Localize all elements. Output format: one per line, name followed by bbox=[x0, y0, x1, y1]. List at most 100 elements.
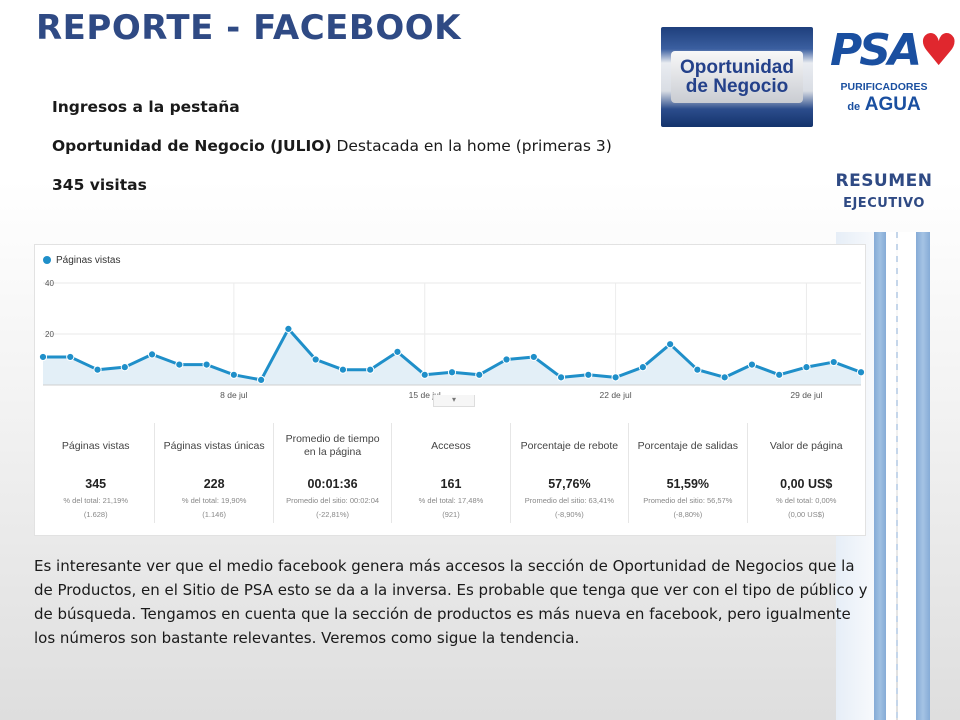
metric-comparison: Promedio del sitio: 63,41% bbox=[524, 496, 614, 505]
data-point bbox=[202, 360, 211, 369]
y-tick-label: 40 bbox=[45, 279, 54, 288]
x-tick-label: 22 de jul bbox=[600, 390, 632, 400]
data-point bbox=[338, 365, 348, 374]
metric-value: 00:01:36 bbox=[307, 477, 358, 491]
oportunidad-logo-line1: Oportunidad bbox=[680, 57, 794, 78]
data-point bbox=[856, 368, 866, 377]
oportunidad-logo-line2: de Negocio bbox=[685, 76, 789, 97]
metric-reference: (1.146) bbox=[202, 510, 227, 519]
metric-comparison: % del total: 19,90% bbox=[181, 496, 247, 505]
metric-label: Porcentaje de salidas bbox=[637, 439, 739, 452]
data-point bbox=[120, 363, 129, 372]
data-point bbox=[66, 352, 75, 362]
metric-value: 161 bbox=[440, 477, 462, 491]
metric-card: Páginas vistas únicas 228 % del total: 19,… bbox=[155, 423, 274, 523]
metric-card: Porcentaje de rebote 57,76% Promedio del s… bbox=[511, 423, 630, 523]
metric-card: Promedio de tiempo en la página 00:01:36 P… bbox=[274, 423, 393, 523]
metric-label: Páginas vistas bbox=[61, 439, 130, 452]
metric-reference: (-8,90%) bbox=[555, 510, 584, 519]
metric-comparison: Promedio del sitio: 00:02:04 bbox=[286, 496, 380, 505]
page-title: REPORTE - FACEBOOK bbox=[36, 8, 461, 48]
pageviews-chart: 40 20 8 de jul 15 de jul 22 de jul 29 de jul bbox=[38, 279, 866, 400]
data-point bbox=[529, 352, 538, 362]
metric-reference: (921) bbox=[442, 510, 460, 519]
data-point bbox=[420, 370, 429, 379]
data-point bbox=[747, 360, 757, 369]
data-point bbox=[393, 347, 402, 356]
metric-reference: (-8,80%) bbox=[673, 510, 703, 519]
data-point bbox=[666, 340, 675, 349]
data-point bbox=[147, 350, 157, 359]
intro-line-visits: 345 visitas bbox=[52, 176, 147, 194]
psa-logo-tagline2: de AGUA bbox=[830, 94, 938, 118]
analysis-paragraph: Es interesante ver que el medio facebook… bbox=[34, 557, 868, 647]
metric-comparison: % del total: 21,19% bbox=[63, 496, 129, 505]
data-point bbox=[584, 370, 593, 379]
intro-section-name: Oportunidad de Negocio (JULIO) bbox=[52, 137, 332, 155]
metric-card: Páginas vistas 345 % del total: 21,19% (1.6… bbox=[37, 423, 156, 523]
data-point bbox=[693, 365, 702, 374]
data-point bbox=[502, 355, 511, 364]
data-point bbox=[720, 373, 729, 382]
psa-logo: PSA♥ PURIFICADORES de AGUA bbox=[830, 25, 958, 138]
executive-summary-label: RESUMEN EJECUTIVO bbox=[826, 170, 942, 216]
intro-section-detail: Destacada en la home (primeras 3) bbox=[331, 137, 612, 155]
metric-reference: (-22,81%) bbox=[316, 510, 350, 519]
x-tick-label: 29 de jul bbox=[790, 390, 822, 400]
chart-legend: Páginas vistas bbox=[43, 255, 120, 266]
metric-comparison: % del total: 17,48% bbox=[418, 496, 484, 505]
data-point bbox=[775, 370, 784, 379]
data-point bbox=[556, 373, 566, 382]
data-point bbox=[175, 360, 184, 369]
metric-card: Valor de página 0,00 US$ % del total: 0,00… bbox=[748, 423, 865, 523]
data-point bbox=[366, 365, 375, 374]
metrics-row: Páginas vistas 345 % del total: 21,19% (1.6… bbox=[37, 423, 865, 523]
intro-block: Ingresos a la pestaña Oportunidad de Neg… bbox=[52, 96, 612, 213]
analytics-panel: Páginas vistas 40 20 8 de jul 15 de jul 22 d… bbox=[34, 244, 866, 536]
oportunidad-de-negocio-logo: Oportunidad de Negocio bbox=[661, 27, 813, 127]
x-tick-label: 8 de jul bbox=[220, 390, 248, 400]
metric-comparison: Promedio del sitio: 56,57% bbox=[643, 496, 733, 505]
data-point bbox=[93, 365, 102, 374]
metric-value: 51,59% bbox=[666, 477, 710, 491]
intro-line-section: Oportunidad de Negocio (JULIO) Destacada… bbox=[52, 135, 612, 157]
metric-label: Promedio de tiempo en la página bbox=[285, 433, 380, 458]
data-point bbox=[829, 357, 838, 367]
y-tick-label: 20 bbox=[45, 330, 54, 339]
metric-value: 0,00 US$ bbox=[780, 477, 833, 491]
metric-label: Accesos bbox=[431, 439, 471, 452]
oportunidad-logo-plate: Oportunidad de Negocio bbox=[671, 51, 803, 103]
data-point bbox=[311, 355, 320, 364]
data-point bbox=[284, 324, 293, 334]
data-point bbox=[257, 375, 266, 384]
psa-logo-mark: PSA♥ bbox=[830, 25, 958, 76]
metric-card: Accesos 161 % del total: 17,48% (921) bbox=[392, 423, 511, 523]
heart-icon: ♥ bbox=[919, 25, 958, 76]
data-point bbox=[475, 370, 484, 379]
collapse-chart-handle[interactable]: ▾ bbox=[433, 395, 475, 407]
metric-reference: (1.628) bbox=[83, 510, 108, 519]
data-point bbox=[447, 368, 457, 377]
metric-value: 228 bbox=[203, 477, 225, 491]
psa-logo-tagline2-main: AGUA bbox=[864, 94, 921, 115]
metric-label: Porcentaje de rebote bbox=[520, 439, 619, 452]
metric-label: Páginas vistas únicas bbox=[163, 439, 265, 452]
data-point bbox=[638, 363, 647, 372]
data-point bbox=[38, 352, 48, 362]
data-point bbox=[802, 363, 811, 372]
legend-dot-icon bbox=[43, 256, 51, 264]
metric-label: Valor de página bbox=[769, 439, 843, 452]
metric-value: 345 bbox=[85, 477, 107, 491]
psa-logo-tagline1: PURIFICADORES bbox=[840, 81, 928, 93]
series-area bbox=[43, 328, 861, 385]
intro-line-tab: Ingresos a la pestaña bbox=[52, 98, 240, 116]
metric-reference: (0,00 US$) bbox=[788, 510, 825, 519]
metric-value: 57,76% bbox=[548, 477, 591, 491]
metric-card: Porcentaje de salidas 51,59% Promedio del … bbox=[629, 423, 748, 523]
x-tick-label: 15 de jul bbox=[409, 390, 441, 400]
summary-label-line1: RESUMEN bbox=[835, 171, 933, 191]
data-point bbox=[229, 370, 238, 379]
psa-logo-mark-text: PSA bbox=[830, 25, 922, 76]
psa-logo-tagline2-small: de bbox=[847, 101, 861, 113]
summary-label-line2: EJECUTIVO bbox=[843, 196, 925, 211]
